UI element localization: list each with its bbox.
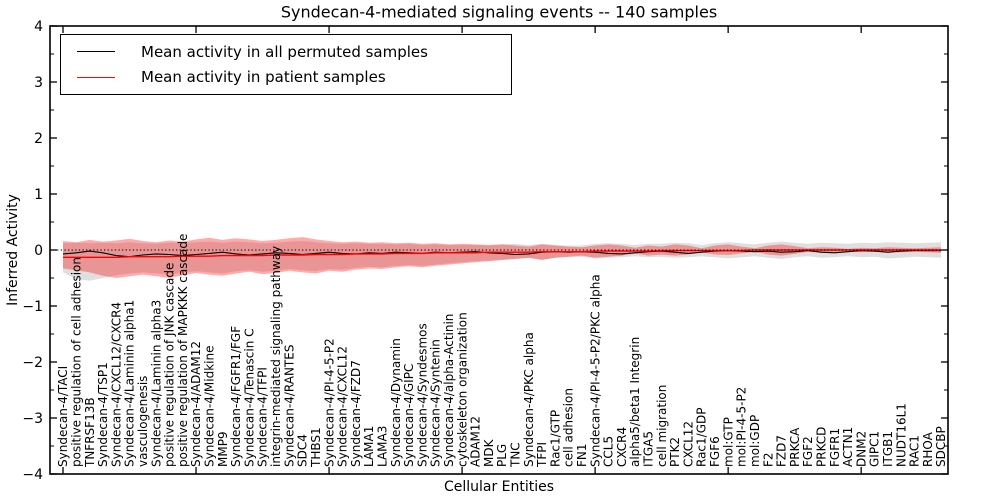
x-entity-label: ITGA5: [642, 431, 656, 467]
x-entity-label: CCL5: [602, 436, 616, 467]
legend-item-permuted: Mean activity in all permuted samples: [77, 41, 511, 63]
x-entity-label: CXCL12: [681, 421, 695, 467]
x-entity-label: PLG: [495, 444, 509, 467]
x-entity-label: LAMA1: [362, 426, 376, 467]
x-entity-label: DNM2: [854, 431, 868, 467]
x-entity-label: alpha5/beta1 Integrin: [628, 337, 642, 467]
x-entity-label: SDC4: [296, 434, 310, 467]
x-entity-label: Rac1/GDP: [695, 408, 709, 467]
x-entity-label: ITGB1: [881, 431, 895, 467]
x-entity-label: Rac1/GTP: [548, 410, 562, 467]
x-entity-label: PTK2: [668, 437, 682, 467]
y-tick-label: 3: [34, 75, 43, 91]
x-entity-label: Syndecan-4/Laminin alpha1: [123, 300, 137, 467]
x-entity-label: FGFR1: [828, 428, 842, 467]
x-entity-label: Syndecan-4/PI-4-5-P2/PKC alpha: [588, 274, 602, 467]
legend: Mean activity in all permuted samples Me…: [60, 34, 512, 95]
x-entity-label: cytoskeleton organization: [455, 312, 469, 467]
x-entity-label: Syndecan-4/RANTES: [282, 345, 296, 467]
x-entity-label: RHOA: [921, 431, 935, 467]
x-entity-label: Syndecan-4/Dynamin: [389, 338, 403, 467]
x-entity-label: THBS1: [309, 427, 323, 468]
x-entity-label: integrin-mediated signaling pathway: [269, 246, 283, 467]
y-tick-label: −1: [22, 299, 43, 315]
x-entity-label: ACTN1: [841, 427, 855, 467]
x-entity-label: Syndecan-4/Laminin alpha3: [149, 300, 163, 467]
y-tick-label: −2: [22, 355, 43, 371]
y-tick-label: 1: [34, 187, 43, 203]
y-tick-label: −3: [22, 411, 43, 427]
y-tick-label: 2: [34, 131, 43, 147]
x-entity-label: ADAM12: [469, 416, 483, 467]
legend-item-patient: Mean activity in patient samples: [77, 66, 511, 88]
x-entity-label: Syndecan-4/CXCL12: [336, 346, 350, 467]
legend-label-patient: Mean activity in patient samples: [141, 68, 386, 87]
x-entity-label: TNC: [509, 442, 523, 468]
x-entity-label: F2: [761, 452, 775, 467]
y-axis-title: Inferred Activity: [5, 194, 21, 306]
x-entity-label: PRKCD: [815, 427, 829, 467]
x-entity-label: cell migration: [655, 385, 669, 467]
x-entity-label: Syndecan-4/PKC alpha: [522, 332, 536, 467]
y-tick-label: −4: [22, 467, 43, 483]
x-entity-label: vasculogenesis: [136, 376, 150, 467]
x-entity-label: positive regulation of MAPKKK cascade: [176, 234, 190, 467]
x-entity-label: FGF2: [801, 436, 815, 467]
x-entity-label: PRKCA: [788, 427, 802, 467]
y-tick-label: 4: [34, 19, 43, 35]
x-entity-label: MMP9: [216, 431, 230, 467]
x-entity-label: Syndecan-4/PI-4-5-P2: [322, 338, 336, 467]
x-entity-label: TNFRSF13B: [83, 397, 97, 468]
x-entity-label: Syndecan-4/GIPC: [402, 364, 416, 467]
patient-std-band: [63, 237, 941, 278]
x-entity-label: cell adhesion: [562, 388, 576, 467]
x-entity-label: Syndecan-4/TACI: [56, 366, 70, 467]
x-entity-label: mol:GDP: [748, 415, 762, 467]
x-entity-label: Syndecan-4/Syndesmos: [415, 323, 429, 467]
x-entity-label: MDK: [482, 438, 496, 467]
x-entity-label: FZD7: [775, 435, 789, 467]
x-entity-label: Syndecan-4/Syntenin: [429, 339, 443, 467]
x-entity-label: NUDT16L1: [894, 403, 908, 467]
x-entity-label: FGF6: [708, 436, 722, 467]
x-entity-label: Syndecan-4/FGFR1/FGF: [229, 326, 243, 467]
x-entity-label: Syndecan-4/TSP1: [96, 362, 110, 467]
legend-label-permuted: Mean activity in all permuted samples: [141, 42, 428, 61]
x-entity-label: Syndecan-4/Tenascin C: [242, 328, 256, 467]
x-entity-label: TFPI: [535, 442, 549, 468]
x-entity-label: positive regulation of JNK cascade: [163, 263, 177, 467]
x-entity-label: GIPC1: [868, 431, 882, 467]
x-entity-label: SDCBP: [934, 426, 948, 467]
x-entity-label: mol:PI-4-5-P2: [735, 387, 749, 467]
x-entity-label: RAC1: [908, 435, 922, 467]
x-entity-label: Syndecan-4/Midkine: [203, 346, 217, 467]
x-entity-label: positive regulation of cell adhesion: [70, 257, 84, 467]
patient-mean-line: [63, 249, 941, 258]
x-entity-label: Syndecan-4/alpha-Actinin: [442, 314, 456, 467]
x-entity-label: Syndecan-4/FZD7: [349, 360, 363, 467]
x-entity-label: LAMA3: [376, 426, 390, 467]
x-entity-label: Syndecan-4/TFPI: [256, 367, 270, 467]
permuted-line-swatch: [77, 51, 115, 53]
permuted-mean-line: [62, 250, 941, 258]
x-entity-label: CXCR4: [615, 427, 629, 467]
x-entity-label: FN1: [575, 443, 589, 467]
x-entity-label: Syndecan-4/ADAM12: [189, 341, 203, 467]
patient-line-swatch: [77, 76, 115, 78]
x-entity-label: Syndecan-4/CXCL12/CXCR4: [109, 302, 123, 467]
x-entity-label: mol:GTP: [721, 417, 735, 467]
y-tick-label: 0: [34, 243, 43, 259]
x-axis-title: Cellular Entities: [443, 479, 555, 495]
chart-title: Syndecan-4-mediated signaling events -- …: [280, 2, 718, 22]
